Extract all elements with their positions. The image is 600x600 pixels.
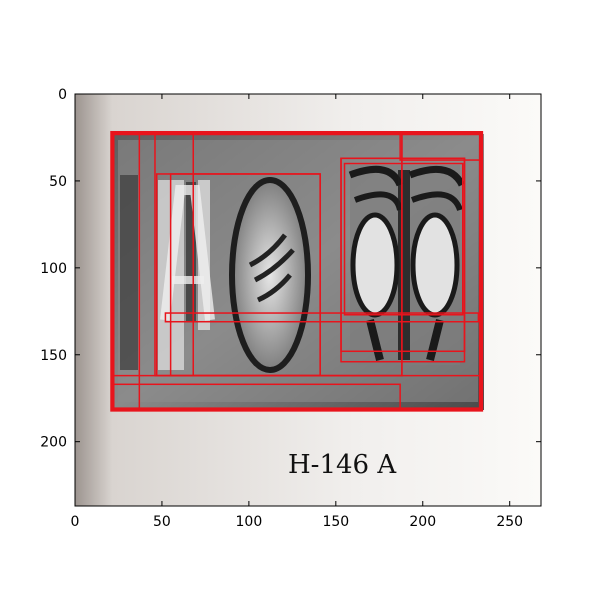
bounding-box [343, 162, 464, 316]
y-tick-label: 200 [40, 435, 67, 451]
y-tick-label: 150 [40, 348, 67, 364]
x-tick-label: 50 [153, 514, 171, 530]
x-tick-label: 100 [236, 514, 263, 530]
y-tick-label: 0 [58, 87, 67, 103]
caption: H-146 A [288, 450, 397, 480]
axes-frame [74, 93, 542, 507]
bounding-box [192, 133, 403, 377]
x-axis: 0 50 100 150 200 250 [71, 94, 523, 530]
x-tick-label: 0 [71, 514, 80, 530]
bounding-box [340, 157, 466, 353]
bounding-box [399, 133, 481, 161]
y-tick-label: 50 [49, 174, 67, 190]
seal-photo: H-146 A [75, 94, 541, 506]
bounding-box [164, 312, 480, 323]
bounding-box [112, 383, 401, 410]
y-axis: 0 50 100 150 200 [40, 87, 541, 451]
x-tick-label: 200 [409, 514, 436, 530]
y-tick-label: 100 [40, 261, 67, 277]
x-tick-label: 150 [322, 514, 349, 530]
annotation-boxes [110, 130, 484, 412]
x-tick-label: 250 [496, 514, 523, 530]
